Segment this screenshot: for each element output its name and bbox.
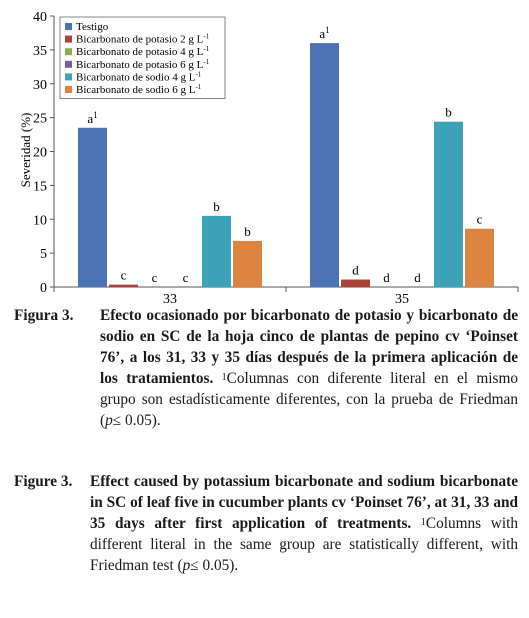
- significance-letter: c: [152, 270, 158, 285]
- legend-swatch: [65, 35, 72, 43]
- bar: [434, 121, 463, 287]
- y-tick-label: 20: [33, 146, 47, 161]
- caption-note-end: ≤ 0.05).: [190, 557, 239, 574]
- legend-entry: Bicarbonato de sodio 6 g L-1: [76, 83, 202, 96]
- caption-label: Figure 3.: [14, 473, 73, 490]
- y-tick-label: 25: [33, 112, 47, 127]
- legend-swatch: [65, 60, 72, 68]
- y-tick-label: 35: [33, 44, 47, 59]
- figure-caption-spanish: Figura 3. Efecto ocasionado por bicarbon…: [14, 305, 518, 431]
- figure-caption-english: Figure 3. Effect caused by potassium bic…: [14, 471, 518, 576]
- severity-bar-chart: Severidad (%) 0 5 10 15 20 25 30 35 40 33 35 a1 c c…: [18, 10, 519, 305]
- significance-letter: b: [244, 224, 251, 239]
- bar: [78, 127, 107, 287]
- legend-entry: Bicarbonato de potasio 6 g L-1: [76, 58, 210, 71]
- bar-marks: [78, 43, 494, 287]
- legend-entry: Bicarbonato de sodio 4 g L-1: [76, 70, 202, 83]
- legend-swatch: [65, 73, 72, 81]
- caption-title: Effect caused by potassium bicarbonate a…: [90, 473, 518, 532]
- significance-letter: a1: [87, 110, 97, 126]
- y-tick-label: 10: [33, 213, 47, 228]
- bar: [310, 43, 339, 287]
- legend-swatch: [65, 48, 72, 56]
- significance-letter: c: [121, 268, 127, 283]
- bar: [109, 284, 138, 287]
- legend-box: [59, 16, 226, 99]
- significance-letter: d: [352, 263, 359, 278]
- significance-letter: d: [383, 270, 390, 285]
- significance-letter: b: [213, 199, 220, 214]
- x-tick-label: 35: [395, 292, 409, 305]
- caption-note: 1Columns with different literal in the s…: [90, 515, 518, 574]
- y-tick-label: 5: [40, 247, 47, 262]
- footnote-marker: 1: [420, 517, 426, 528]
- significance-letter: b: [445, 105, 452, 120]
- bar: [202, 215, 231, 287]
- x-tick-label: 33: [163, 292, 177, 305]
- caption-note-text: Columnas con diferente literal en el mis…: [100, 370, 518, 429]
- bar: [233, 240, 262, 287]
- significance-letter: d: [414, 270, 421, 285]
- p-symbol: p: [182, 557, 191, 574]
- legend-swatch: [65, 86, 72, 93]
- footnote-marker: 1: [221, 372, 227, 383]
- significance-letter: c: [477, 212, 483, 227]
- legend-swatch: [65, 23, 72, 30]
- significance-letter: c: [183, 270, 189, 285]
- bar: [465, 228, 494, 287]
- significance-letter: a1: [319, 25, 329, 41]
- y-axis-ticks: 0 5 10 15 20 25 30 35 40: [33, 10, 54, 296]
- bar: [341, 279, 370, 287]
- y-tick-label: 15: [33, 179, 47, 194]
- y-tick-label: 0: [40, 281, 47, 296]
- caption-label: Figura 3.: [14, 307, 74, 324]
- y-tick-label: 30: [33, 78, 47, 93]
- caption-note: 1Columnas con diferente literal en el mi…: [100, 370, 518, 429]
- caption-note-text: Columns with different literal in the sa…: [90, 515, 518, 574]
- significance-letters: a1 c c c b b a1 d d d b c: [87, 25, 482, 285]
- y-axis-label: Severidad (%): [18, 113, 33, 188]
- y-tick-label: 40: [33, 10, 47, 25]
- p-symbol: p: [105, 412, 113, 429]
- legend-entry: Bicarbonato de potasio 2 g L-1: [76, 33, 210, 46]
- legend-entry: Testigo: [76, 21, 109, 33]
- caption-title: Efecto ocasionado por bicarbonato de pot…: [100, 307, 518, 387]
- caption-note-end: ≤ 0.05).: [112, 412, 161, 429]
- legend-entry: Bicarbonato de potasio 4 g L-1: [76, 45, 210, 58]
